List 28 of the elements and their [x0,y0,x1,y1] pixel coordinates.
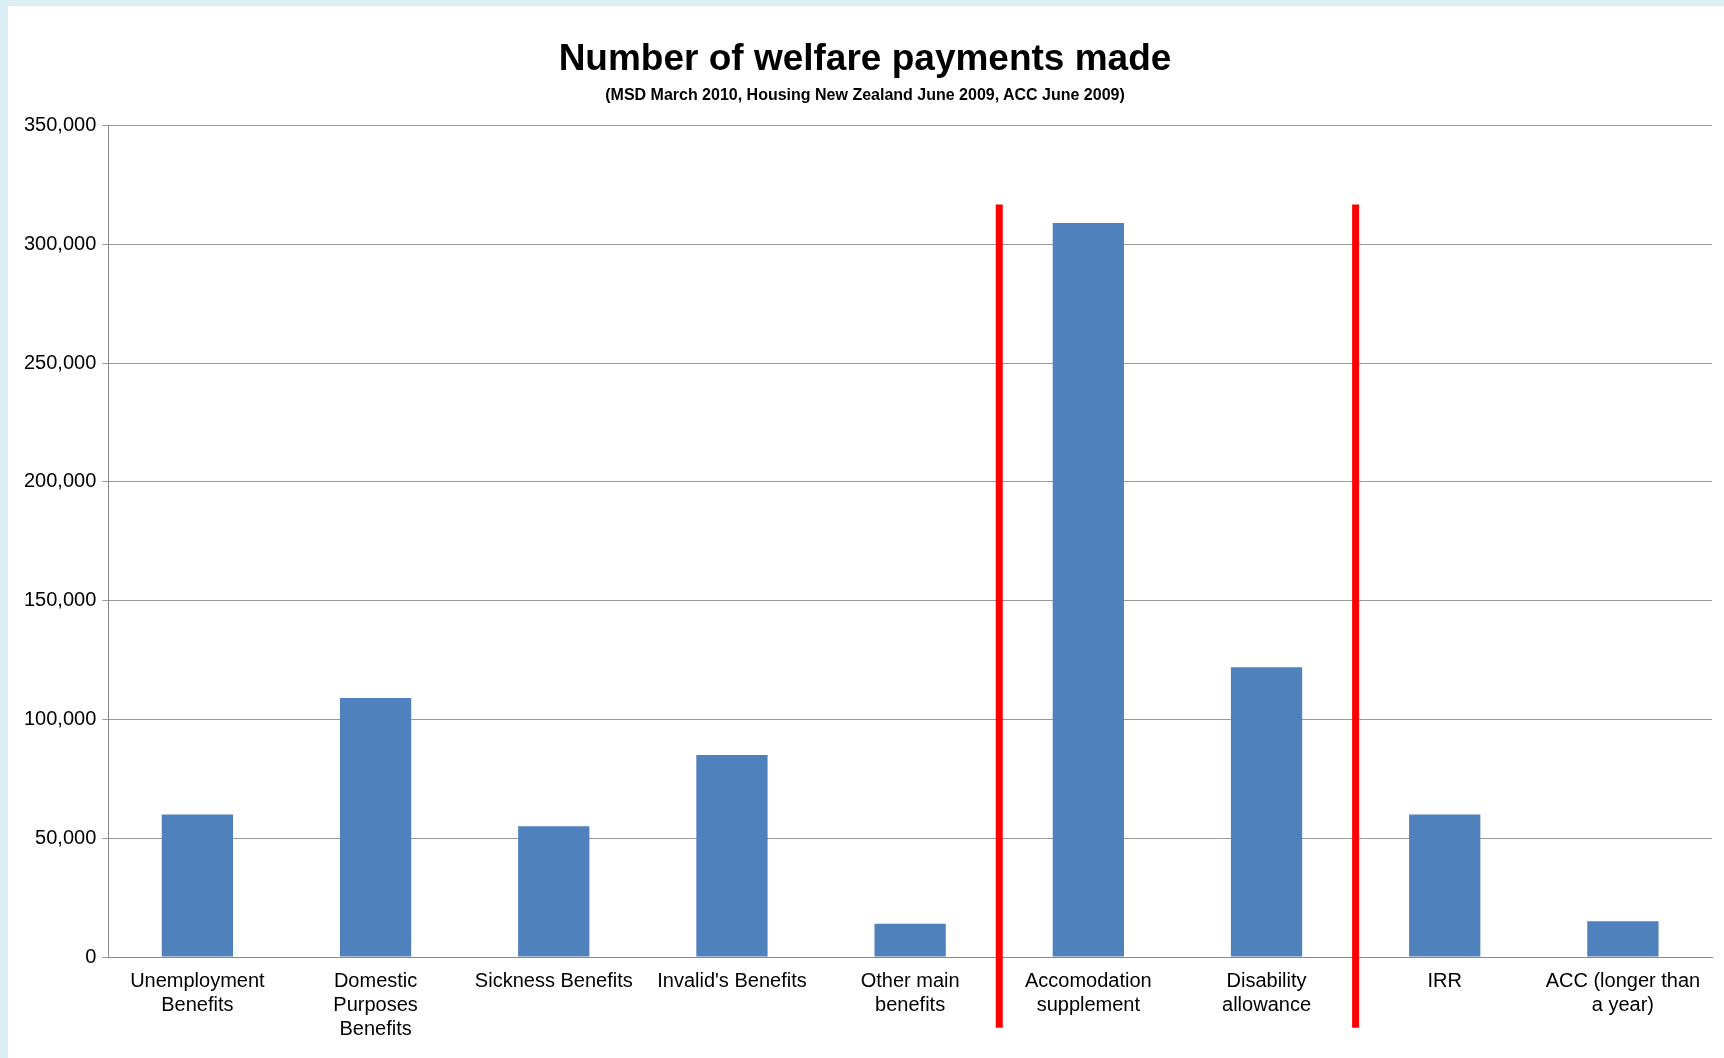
chart-title: Number of welfare payments made [558,37,1172,79]
x-tick-label: Sickness Benefits [474,968,633,991]
chart-subtitle: (MSD March 2010, Housing New Zealand June 2009, ACC June 2009) [605,86,1125,104]
y-tick-label: 0 [85,944,97,967]
bar [696,755,768,957]
x-tick-label: Other main benefits [860,968,960,1015]
y-tick-label: 150,000 [24,588,97,611]
x-tick-label: ACC (longer than a year) [1545,968,1701,1015]
y-tick-label: 300,000 [24,231,97,254]
y-tick-label: 100,000 [24,706,97,729]
y-tick-label: 250,000 [24,350,97,373]
bar [1052,222,1124,957]
x-tick-label: Domestic Purposes Benefits [333,968,418,1039]
bar [1409,814,1481,957]
x-tick-label: IRR [1427,968,1462,991]
bar [874,923,946,957]
bar [1230,667,1303,957]
y-tick-label: 350,000 [24,113,97,136]
x-tick-label: Accomodation supplement [1024,968,1152,1015]
bar [161,814,234,957]
y-tick-label: 200,000 [24,469,97,492]
x-tick-label: Disability allowance [1222,968,1311,1015]
bar [518,826,590,957]
x-tick-label: Unemployment Benefits [130,968,266,1015]
y-tick-label: 50,000 [35,825,97,848]
bar [1587,921,1659,957]
bar [339,698,412,957]
x-tick-label: Invalid's Benefits [657,968,807,991]
